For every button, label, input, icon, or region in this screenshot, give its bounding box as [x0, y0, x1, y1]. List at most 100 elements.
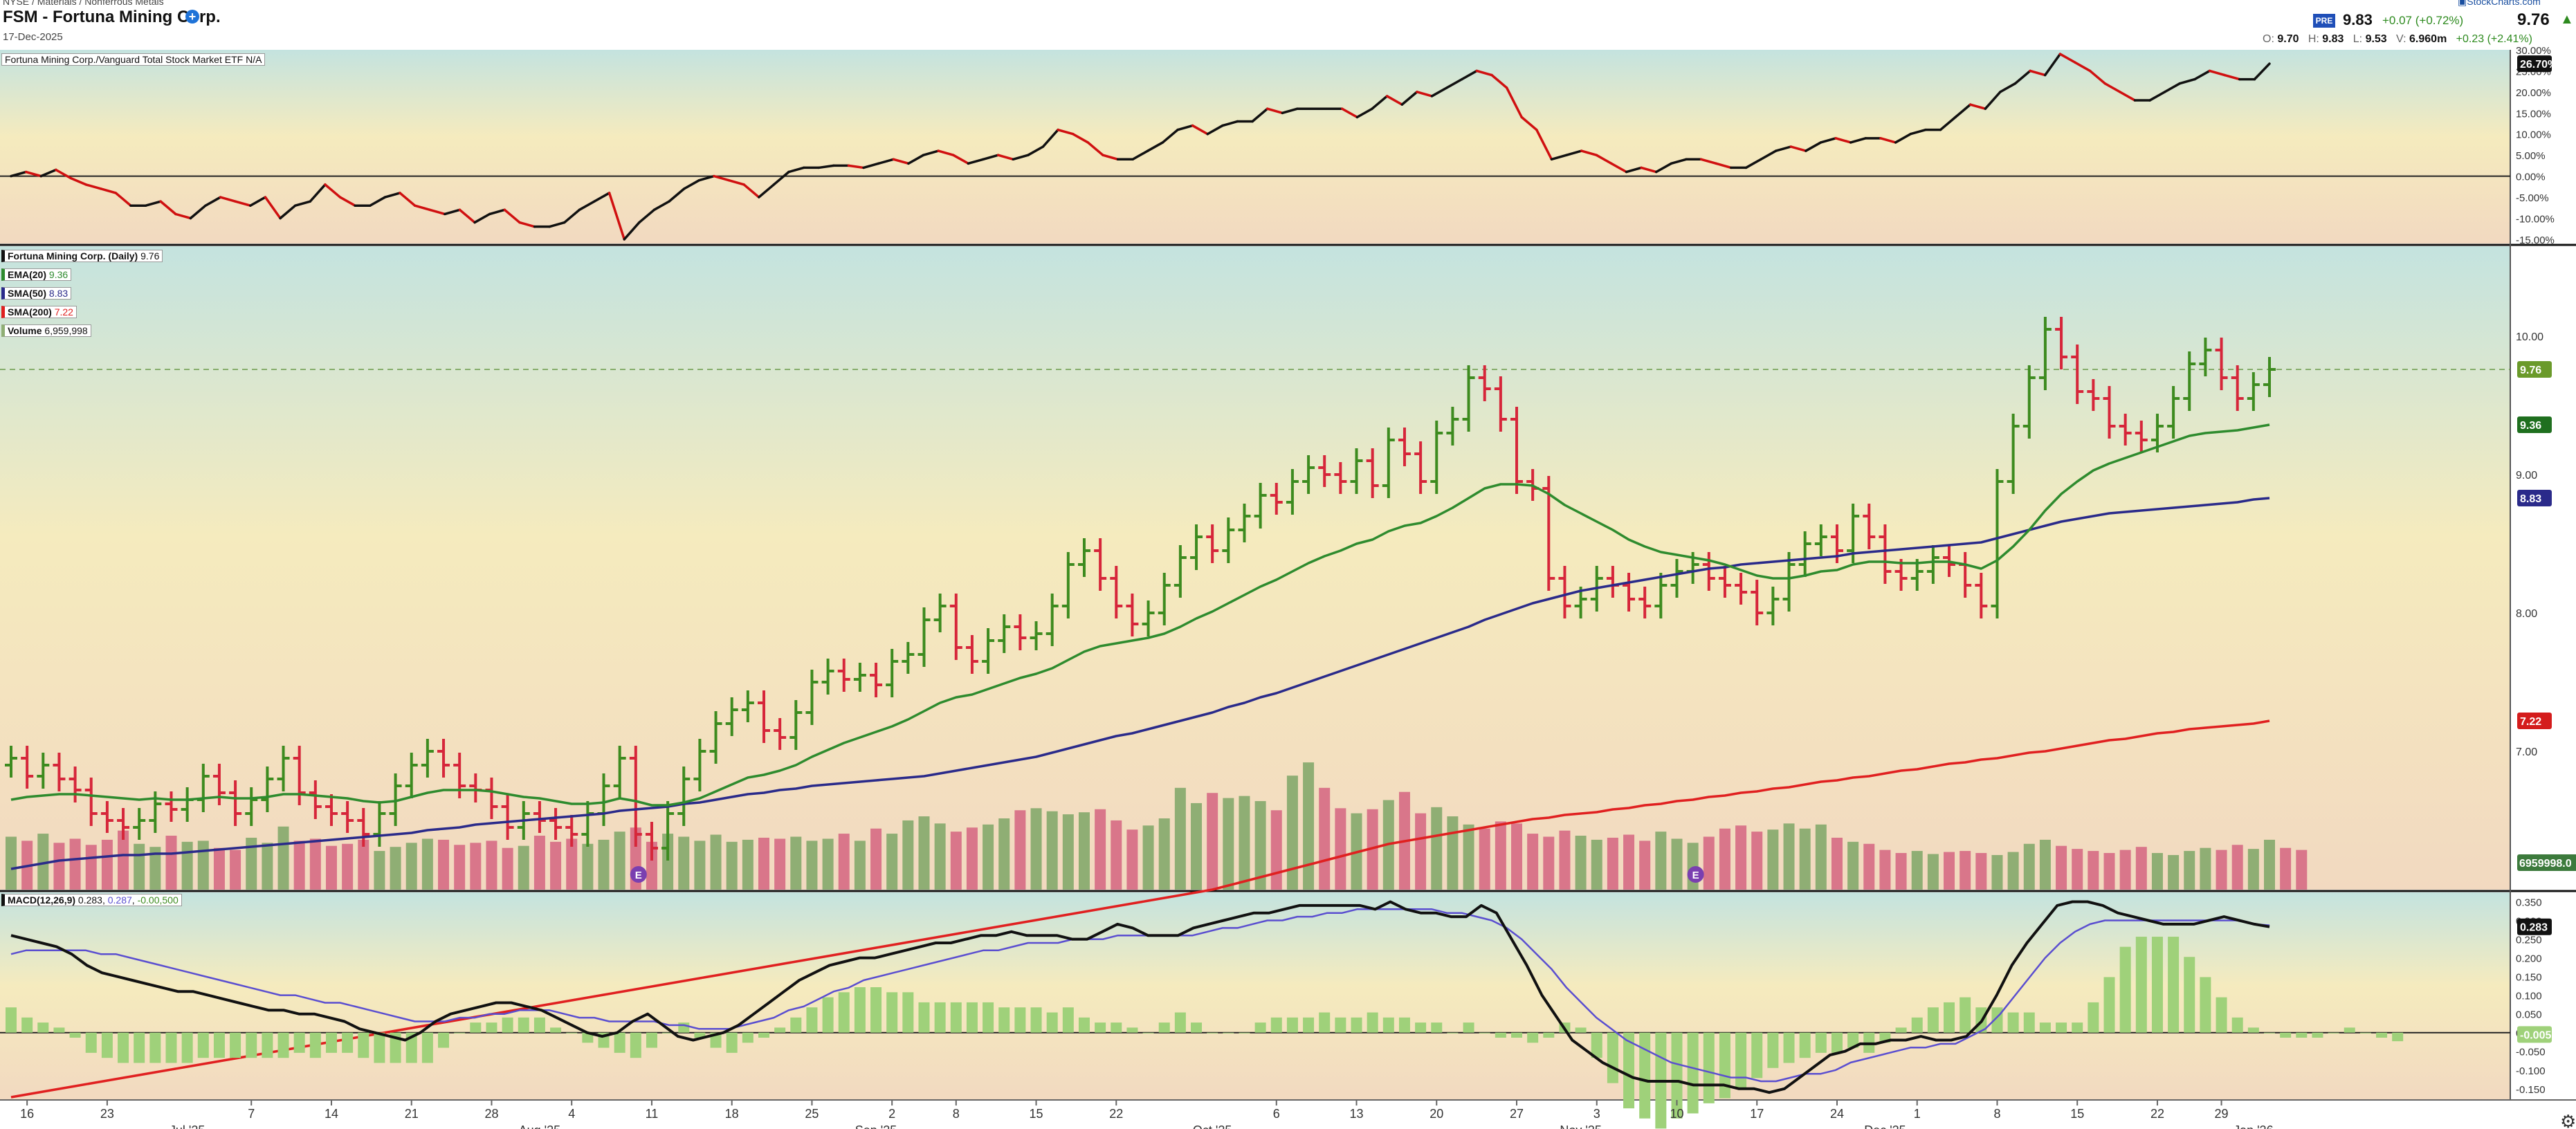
gear-icon[interactable]: ⚙ [2560, 1111, 2576, 1129]
macd-histogram-bar [1767, 1032, 1779, 1068]
rs-tick-label: -10.00% [2516, 213, 2555, 225]
macd-histogram-bar [2312, 1032, 2323, 1038]
price-bar [2119, 414, 2132, 446]
volume-bar [1960, 851, 1971, 890]
price-bar [2022, 365, 2036, 439]
price-bar [1045, 594, 1059, 646]
volume-bar [2264, 839, 2275, 890]
rs-tick-label: 20.00% [2516, 87, 2551, 99]
rs-segment [159, 200, 177, 216]
macd-histogram-bar [101, 1032, 113, 1058]
rs-tick-label: 10.00% [2516, 129, 2551, 141]
price-tick-label: 8.00 [2516, 608, 2537, 620]
volume-bar [37, 834, 49, 890]
rs-segment [2058, 53, 2076, 64]
price-bar [21, 746, 34, 789]
volume-bar [1447, 816, 1459, 890]
macd-histogram-bar [246, 1032, 257, 1058]
rs-segment [772, 170, 790, 186]
low-value: 9.53 [2365, 33, 2387, 45]
volume-bar [1303, 762, 1315, 890]
price-bar [1798, 531, 1811, 577]
rs-segment [652, 200, 670, 212]
price-bar [565, 815, 578, 847]
macd-histogram-bar [902, 992, 914, 1033]
high-value: 9.83 [2322, 33, 2344, 45]
x-day-label: 20 [1429, 1107, 1443, 1121]
price-bar [5, 746, 17, 778]
rs-segment [1385, 95, 1404, 106]
x-day-label: 27 [1510, 1107, 1524, 1121]
macd-histogram-bar [1751, 1032, 1763, 1078]
price-bar [133, 808, 146, 840]
price-bar [325, 794, 338, 826]
macd-histogram-bar [37, 1022, 49, 1033]
rs-segment [1999, 82, 2017, 93]
volume-bar [438, 839, 450, 890]
macd-histogram-bar [2296, 1032, 2308, 1038]
volume-bar [1735, 825, 1747, 890]
volume-bar [1863, 843, 1875, 890]
volume-bar [486, 841, 497, 890]
macd-histogram-bar [1495, 1032, 1506, 1038]
volume-bar [533, 836, 545, 890]
volume-bar [726, 841, 738, 890]
volume-bar [1527, 834, 1539, 890]
rs-segment [55, 168, 73, 180]
x-day-label: 21 [405, 1107, 419, 1121]
rs-tick-label: 30.00% [2516, 45, 2551, 57]
macd-histogram-bar [2184, 957, 2195, 1033]
volume-bar [1767, 829, 1779, 890]
rs-segment [1565, 149, 1583, 156]
macd-tick-label: 0.250 [2516, 935, 2542, 946]
rs-segment [847, 164, 865, 169]
rs-segment [1161, 128, 1179, 144]
price-bar [1718, 566, 1731, 598]
macd-histogram-bar [2168, 937, 2180, 1033]
add-symbol-icon[interactable]: + [185, 10, 199, 24]
rs-segment [1281, 107, 1299, 115]
rs-segment [1580, 149, 1598, 156]
volume-bar [1607, 837, 1618, 890]
rs-segment [982, 154, 1000, 161]
x-day-label: 10 [1670, 1107, 1683, 1121]
volume-bar [1975, 853, 1987, 890]
macd-histogram-bar [1382, 1017, 1394, 1033]
macd-histogram-bar [342, 1032, 354, 1053]
macd-histogram-bar [1223, 1032, 1234, 1034]
macd-histogram-bar [1703, 1032, 1715, 1103]
volume-bar [1286, 775, 1298, 890]
volume-bar [886, 834, 898, 890]
macd-histogram-bar [405, 1032, 417, 1063]
rs-tick-label: 0.00% [2516, 172, 2546, 183]
macd-histogram-bar [533, 1017, 545, 1033]
volume-bar [2103, 853, 2115, 890]
price-bar [1286, 469, 1299, 515]
ohlc-readout: O: 9.70 H: 9.83 L: 9.53 V: 6.960m +0.23 … [2263, 33, 2532, 45]
price-bar [1302, 455, 1315, 494]
volume-bar [85, 845, 97, 890]
macd-histogram-bar [230, 1032, 241, 1058]
macd-tick-label: -0.050 [2516, 1047, 2546, 1058]
volume-bar [1639, 841, 1651, 890]
rs-segment [996, 154, 1015, 161]
price-bar [68, 767, 82, 802]
macd-histogram-bar [1815, 1032, 1827, 1053]
macd-histogram-bar [630, 1032, 641, 1058]
sma50-value-box [2517, 490, 2552, 506]
price-bar [982, 628, 995, 674]
volume-value: 6.960m [2409, 33, 2447, 45]
price-bar [725, 697, 738, 736]
rs-segment [1819, 137, 1837, 144]
rs-segment [1460, 69, 1479, 81]
macd-histogram-bar [2200, 977, 2211, 1033]
price-bar [917, 607, 931, 667]
price-bar [965, 635, 978, 674]
rs-segment [338, 196, 356, 207]
macd-histogram-bar [53, 1027, 65, 1033]
rs-segment [1027, 145, 1045, 156]
volume-bar [1014, 810, 1026, 890]
volume-bar [134, 843, 145, 890]
volume-bar [1991, 854, 2003, 890]
